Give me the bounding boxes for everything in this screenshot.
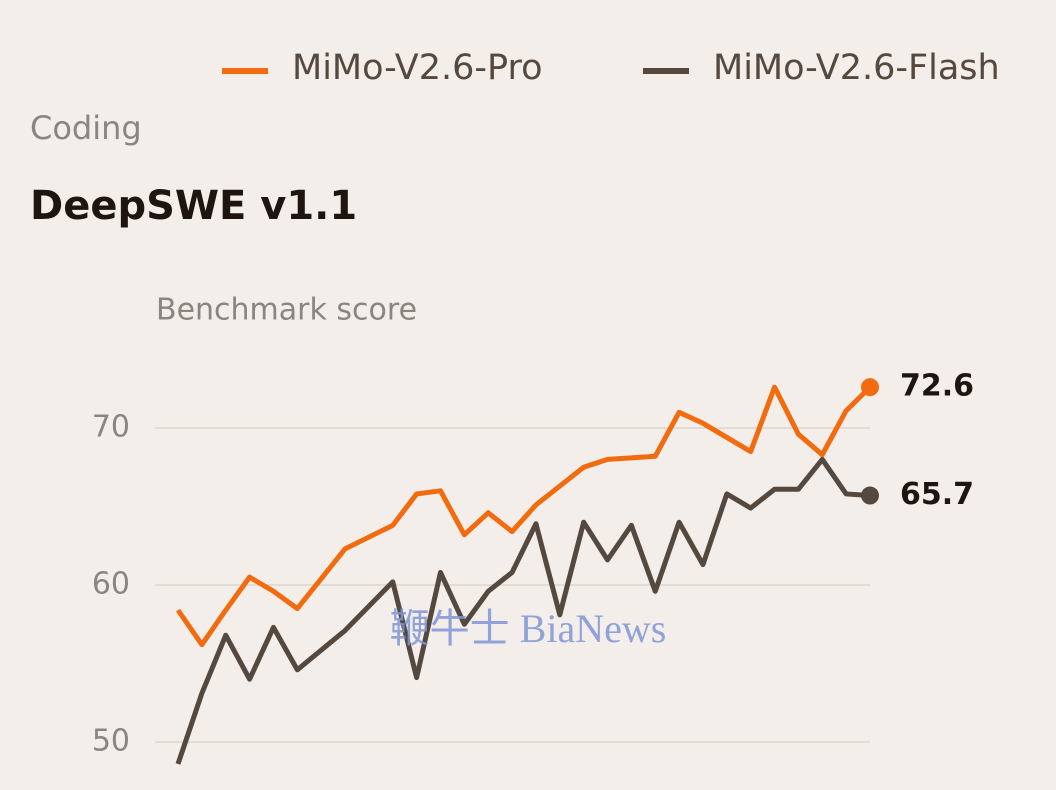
y-tick-label: 60 [92,567,130,602]
y-tick-label: 50 [92,724,130,759]
grid [155,427,870,743]
watermark: 鞭牛士 BiaNews [390,606,667,651]
category-label: Coding [30,109,142,147]
series-line [175,384,872,648]
value-label: 72.6 [900,369,974,404]
legend-label: MiMo-V2.6-Pro [292,48,543,88]
lines [175,378,879,765]
chart-title: DeepSWE v1.1 [30,183,357,229]
value-label: 65.7 [900,477,974,512]
series-line [175,456,871,765]
end-point [861,486,879,505]
y-axis-label: Benchmark score [156,293,417,328]
end-point [861,378,879,397]
y-tick-label: 70 [92,410,130,445]
legend-label: MiMo-V2.6-Flash [713,48,1000,88]
